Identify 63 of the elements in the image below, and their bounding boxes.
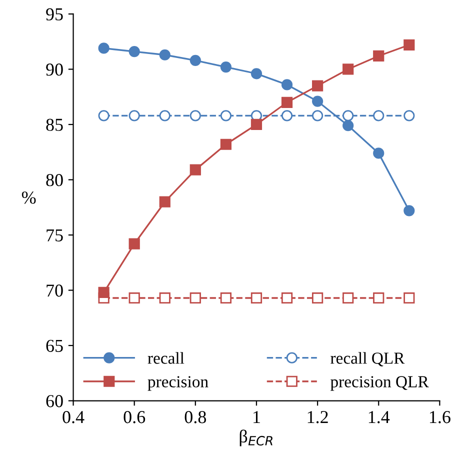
point bbox=[190, 164, 201, 176]
x-tick-label: 1 bbox=[254, 411, 260, 424]
point bbox=[128, 238, 140, 250]
point bbox=[281, 292, 293, 304]
point bbox=[190, 54, 201, 66]
y-tick-label: 60 bbox=[46, 395, 63, 408]
x-tick-label: 1.2 bbox=[308, 411, 328, 424]
point bbox=[312, 96, 324, 107]
point bbox=[312, 80, 324, 92]
x-tick-label: 0.8 bbox=[184, 411, 206, 424]
point bbox=[404, 110, 415, 122]
y-axis-title: % bbox=[22, 192, 36, 204]
point bbox=[281, 79, 293, 90]
point bbox=[404, 292, 415, 304]
point bbox=[312, 292, 324, 304]
point bbox=[250, 68, 262, 80]
point bbox=[190, 110, 201, 122]
point bbox=[220, 292, 232, 304]
point bbox=[220, 61, 232, 73]
point bbox=[220, 138, 232, 150]
point bbox=[159, 196, 170, 208]
point bbox=[404, 205, 415, 216]
point bbox=[250, 118, 262, 130]
point bbox=[159, 49, 170, 60]
y-tick-label: 90 bbox=[46, 63, 63, 76]
point bbox=[281, 110, 293, 122]
y-tick-label: 75 bbox=[46, 229, 63, 242]
y-tick-label: 65 bbox=[46, 340, 63, 352]
point bbox=[190, 292, 201, 304]
point bbox=[128, 46, 140, 58]
legend-label: recall QLR bbox=[330, 352, 405, 366]
x-tick-label: 0.4 bbox=[62, 411, 84, 424]
legend-label: precision QLR bbox=[330, 376, 429, 391]
point bbox=[404, 39, 415, 50]
point bbox=[342, 110, 354, 122]
point bbox=[98, 286, 110, 298]
y-tick-label: 95 bbox=[46, 8, 63, 20]
point bbox=[220, 110, 232, 122]
y-tick-label: 80 bbox=[46, 174, 63, 186]
point bbox=[250, 292, 262, 304]
point bbox=[342, 292, 354, 304]
point bbox=[128, 110, 140, 122]
point bbox=[373, 50, 384, 62]
point bbox=[342, 120, 354, 132]
point bbox=[159, 292, 170, 304]
legend-label: recall bbox=[148, 352, 184, 364]
point bbox=[159, 110, 170, 122]
x-tick-label: 0.6 bbox=[124, 411, 146, 424]
point bbox=[373, 292, 384, 304]
point bbox=[98, 110, 110, 122]
x-tick-label: 1.6 bbox=[430, 411, 450, 424]
x-tick-label: 1.4 bbox=[368, 411, 390, 424]
point bbox=[373, 110, 384, 122]
point bbox=[128, 292, 140, 304]
point bbox=[281, 96, 293, 108]
legend-label: precision bbox=[148, 376, 208, 391]
point bbox=[342, 64, 354, 75]
point bbox=[373, 148, 384, 159]
y-tick-label: 85 bbox=[46, 118, 63, 131]
x-axis-title: β$_{ECR}$ bbox=[240, 430, 272, 446]
point bbox=[312, 110, 324, 122]
y-tick-label: 70 bbox=[46, 284, 63, 297]
point bbox=[98, 42, 110, 54]
